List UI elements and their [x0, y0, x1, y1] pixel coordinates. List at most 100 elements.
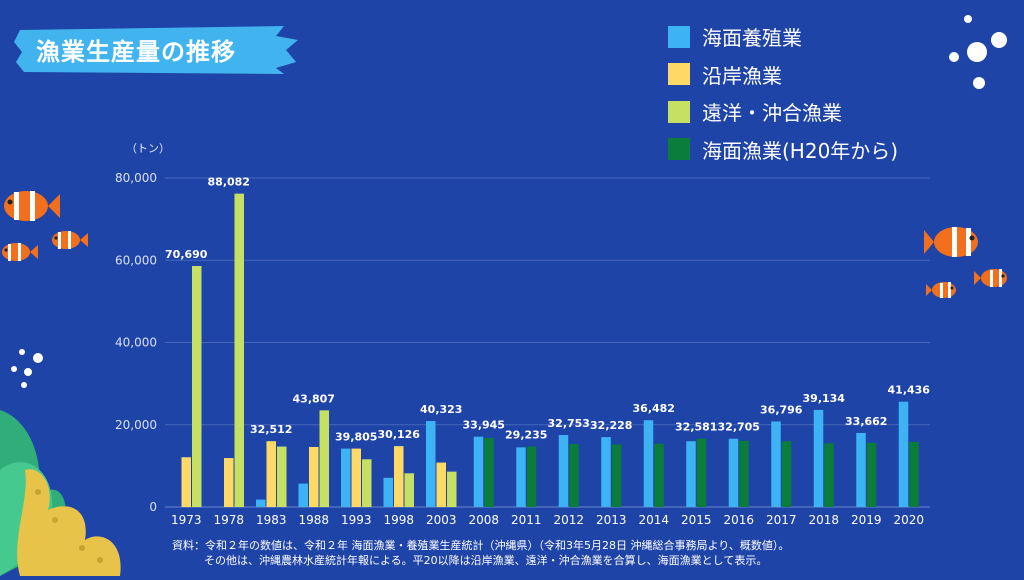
- bar-2003-series-1: [436, 462, 446, 507]
- legend-swatch: [668, 25, 690, 48]
- bar-1988-series-2: [319, 410, 329, 507]
- seaweed-decoration: [0, 410, 121, 576]
- title-banner: 漁業生産量の推移: [14, 22, 300, 76]
- bar-1988-series-0: [298, 483, 308, 507]
- x-tick-label: 2014: [638, 513, 669, 527]
- y-tick-label: 0: [149, 500, 157, 514]
- bar-2013-series-0: [601, 437, 611, 507]
- total-data-label: 70,690: [165, 248, 208, 261]
- bar-2011-series-0: [516, 447, 526, 507]
- clownfish-decoration-left: [2, 191, 88, 261]
- bar-2013-series-3: [611, 444, 622, 507]
- bar-2011-series-3: [526, 446, 537, 507]
- total-data-label: 40,323: [420, 403, 462, 416]
- bar-2014-series-0: [643, 420, 654, 507]
- total-data-label: 39,805: [335, 431, 377, 444]
- total-data-label: 39,134: [803, 392, 846, 405]
- bar-2003-series-0: [426, 421, 436, 507]
- y-tick-label: 80,000: [115, 171, 157, 185]
- bar-1978-series-1: [224, 458, 234, 507]
- x-tick-label: 2020: [893, 513, 924, 527]
- legend-swatch: [668, 63, 690, 86]
- y-tick-label: 60,000: [115, 253, 157, 267]
- x-tick-label: 2011: [511, 513, 542, 527]
- legend: 海面養殖業 沿岸漁業 遠洋・沖合漁業 海面漁業(H20年から): [668, 18, 898, 168]
- total-data-label: 33,945: [463, 419, 505, 432]
- total-data-label: 32,228: [590, 419, 632, 432]
- bar-1978-series-2: [234, 193, 244, 507]
- x-tick-label: 1978: [213, 513, 244, 527]
- footnote: 資料：令和２年の数値は、令和２年 海面漁業・養殖業生産統計（沖縄県）（令和3年5…: [172, 538, 789, 568]
- bar-2019-series-0: [856, 432, 866, 507]
- total-data-label: 88,082: [208, 176, 250, 189]
- x-tick-label: 1998: [383, 513, 414, 527]
- bar-1988-series-1: [309, 446, 319, 507]
- x-tick-label: 2019: [851, 513, 882, 527]
- total-data-label: 36,482: [633, 402, 675, 415]
- x-tick-label: 2015: [681, 513, 712, 527]
- footnote-line-1: 資料：令和２年の数値は、令和２年 海面漁業・養殖業生産統計（沖縄県）（令和3年5…: [172, 539, 790, 552]
- bar-1998-series-2: [404, 473, 414, 507]
- bar-1973-series-1: [181, 457, 191, 507]
- bar-2012-series-3: [569, 444, 579, 507]
- x-tick-label: 2017: [766, 513, 797, 527]
- bar-1983-series-2: [277, 446, 287, 507]
- legend-label: 海面養殖業: [702, 26, 802, 51]
- x-tick-label: 2016: [723, 513, 754, 527]
- x-tick-label: 1988: [298, 513, 329, 527]
- total-data-label: 30,126: [378, 428, 421, 441]
- bar-2008-series-0: [473, 436, 484, 507]
- bar-2003-series-2: [447, 471, 457, 507]
- bar-2017-series-0: [771, 421, 781, 507]
- bar-1993-series-1: [351, 448, 361, 507]
- total-data-label: 41,436: [888, 384, 931, 397]
- legend-item-marine-fishing: 海面漁業(H20年から): [668, 131, 898, 169]
- total-data-label: 32,753: [548, 417, 590, 430]
- x-tick-label: 2012: [553, 513, 584, 527]
- bar-2020-series-3: [909, 442, 919, 507]
- x-tick-label: 1993: [341, 513, 372, 527]
- bar-2016-series-0: [728, 438, 739, 507]
- legend-item-aquaculture: 海面養殖業: [668, 18, 898, 56]
- x-tick-label: 1983: [256, 513, 287, 527]
- chart-title: 漁業生産量の推移: [36, 38, 236, 66]
- bar-1998-series-0: [383, 477, 393, 507]
- bar-1993-series-0: [341, 448, 351, 507]
- bar-1993-series-2: [362, 459, 372, 507]
- total-data-label: 32,512: [250, 423, 292, 436]
- bar-1983-series-1: [266, 441, 276, 507]
- legend-swatch: [668, 100, 690, 123]
- legend-swatch: [668, 138, 690, 161]
- x-tick-label: 2018: [808, 513, 839, 527]
- bar-2018-series-0: [813, 409, 824, 507]
- bar-2015-series-3: [696, 438, 707, 507]
- bar-2008-series-3: [484, 437, 494, 507]
- bar-2015-series-0: [686, 441, 696, 507]
- total-data-label: 36,796: [760, 403, 803, 416]
- legend-item-offshore: 遠洋・沖合漁業: [668, 93, 898, 131]
- bar-1973-series-2: [192, 266, 202, 507]
- bar-2014-series-3: [654, 443, 664, 507]
- bar-2012-series-0: [558, 435, 569, 507]
- y-tick-label: 40,000: [115, 336, 157, 350]
- bar-2020-series-0: [898, 401, 909, 507]
- total-data-label: 33,662: [845, 415, 887, 428]
- bar-2019-series-3: [866, 442, 877, 507]
- brush-stroke-background: [14, 26, 298, 74]
- bar-2017-series-3: [781, 441, 792, 507]
- total-data-label: 32,705: [718, 421, 760, 434]
- x-tick-label: 2013: [596, 513, 627, 527]
- y-tick-label: 20,000: [115, 418, 157, 432]
- total-data-label: 32,581: [675, 421, 717, 434]
- x-tick-label: 2003: [426, 513, 457, 527]
- legend-label: 沿岸漁業: [702, 63, 782, 88]
- bar-2016-series-3: [739, 440, 749, 507]
- bar-1998-series-1: [394, 446, 404, 507]
- y-axis-unit-label: （トン）: [126, 142, 170, 155]
- x-tick-label: 1973: [171, 513, 202, 527]
- x-tick-label: 2008: [468, 513, 499, 527]
- total-data-label: 29,235: [505, 429, 547, 442]
- bar-2018-series-3: [824, 443, 834, 507]
